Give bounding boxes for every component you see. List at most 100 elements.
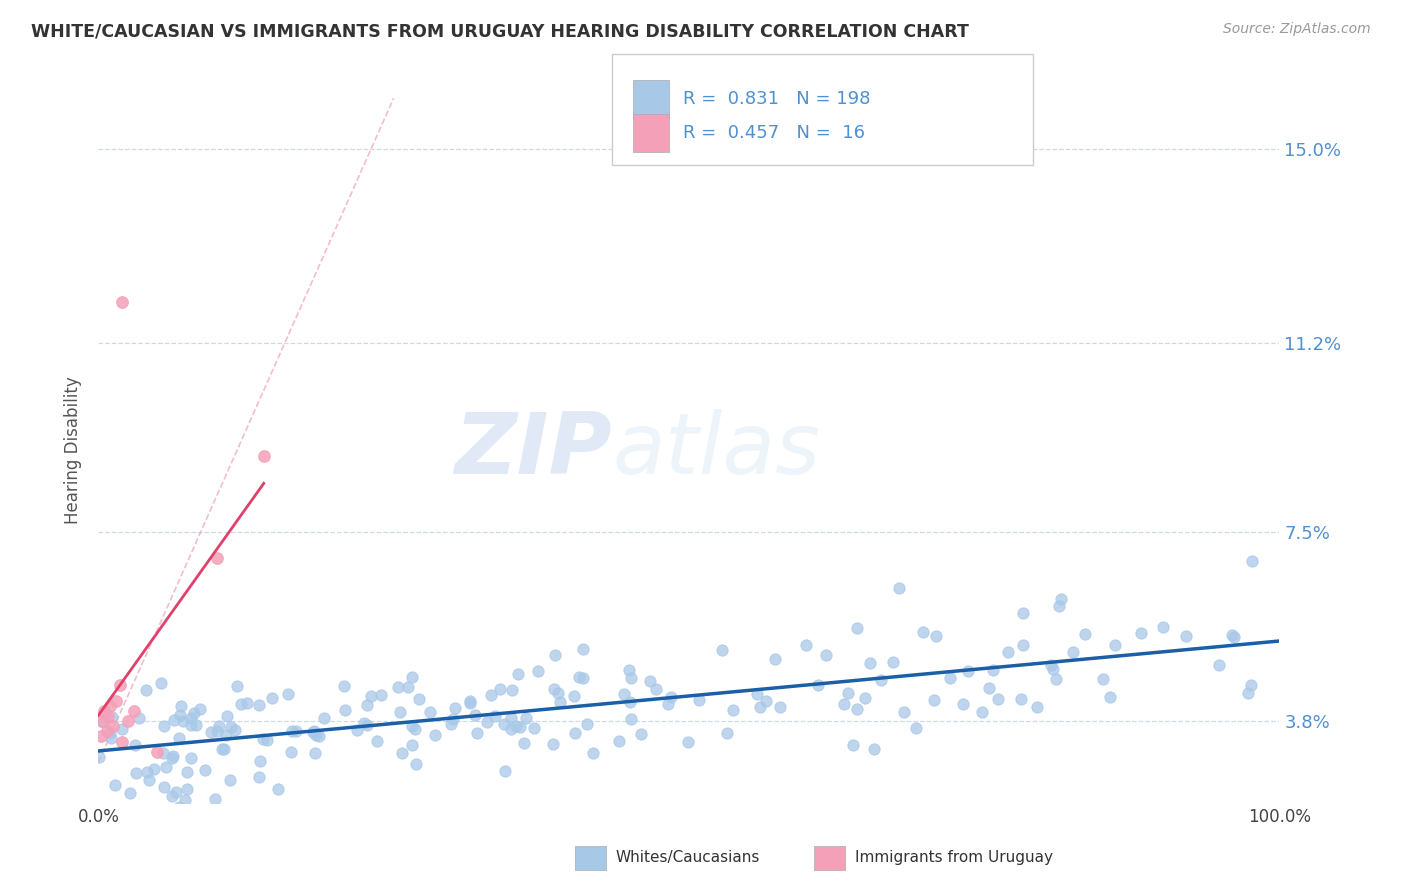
Point xyxy=(769,700,792,714)
Point xyxy=(582,747,605,761)
Point xyxy=(638,673,661,688)
Point xyxy=(499,711,522,725)
Point xyxy=(101,710,124,724)
Point xyxy=(256,732,278,747)
Text: Source: ZipAtlas.com: Source: ZipAtlas.com xyxy=(1223,22,1371,37)
Point xyxy=(108,678,131,692)
Point xyxy=(111,295,134,310)
Point xyxy=(170,699,193,714)
Point xyxy=(1012,639,1035,653)
Point xyxy=(1091,672,1114,686)
Point xyxy=(1130,626,1153,640)
Point xyxy=(388,705,411,719)
Point xyxy=(120,786,142,800)
Point xyxy=(128,711,150,725)
Point xyxy=(100,731,122,745)
Point xyxy=(215,709,238,723)
Point xyxy=(401,719,423,733)
Point xyxy=(501,682,523,697)
Point xyxy=(572,642,595,657)
Point xyxy=(163,714,186,728)
Point xyxy=(165,785,187,799)
Point xyxy=(659,690,682,704)
Point xyxy=(499,722,522,736)
Point xyxy=(180,711,202,725)
Point xyxy=(236,696,259,710)
Point xyxy=(229,697,252,711)
Point xyxy=(465,726,488,740)
Point xyxy=(620,671,643,685)
Point xyxy=(630,727,652,741)
Point xyxy=(302,724,325,739)
Point xyxy=(441,712,464,726)
Point xyxy=(983,663,1005,677)
Point xyxy=(564,726,586,740)
Point xyxy=(911,625,934,640)
Point xyxy=(723,703,745,717)
Point xyxy=(205,550,228,565)
Point xyxy=(204,792,226,806)
Point xyxy=(882,655,904,669)
Point xyxy=(346,723,368,738)
Point xyxy=(506,666,529,681)
Point xyxy=(174,793,197,807)
Point xyxy=(105,694,128,708)
Point xyxy=(657,698,679,712)
Point xyxy=(952,697,974,711)
Point xyxy=(905,721,928,735)
Point xyxy=(1098,690,1121,704)
Point xyxy=(922,693,945,707)
Point xyxy=(494,764,516,779)
Point xyxy=(458,694,481,708)
Point xyxy=(893,705,915,719)
Point xyxy=(807,678,830,692)
Text: WHITE/CAUCASIAN VS IMMIGRANTS FROM URUGUAY HEARING DISABILITY CORRELATION CHART: WHITE/CAUCASIAN VS IMMIGRANTS FROM URUGU… xyxy=(31,22,969,40)
Point xyxy=(1012,606,1035,620)
Point xyxy=(167,731,190,746)
Point xyxy=(208,719,231,733)
Point xyxy=(1042,662,1064,676)
Point xyxy=(267,781,290,796)
Point xyxy=(970,705,993,719)
Point xyxy=(419,705,441,719)
Point xyxy=(212,742,235,756)
Point xyxy=(366,734,388,748)
Point xyxy=(215,728,238,742)
Point xyxy=(97,709,120,723)
Text: ZIP: ZIP xyxy=(454,409,612,492)
Point xyxy=(1074,627,1097,641)
Point xyxy=(122,704,145,718)
Point xyxy=(837,686,859,700)
Point xyxy=(167,800,190,814)
Point xyxy=(541,738,564,752)
Point xyxy=(180,717,202,731)
Point xyxy=(509,720,531,734)
Point xyxy=(98,698,121,713)
Point xyxy=(1220,627,1243,641)
Point xyxy=(172,714,194,729)
Point xyxy=(425,729,447,743)
Point xyxy=(305,728,328,742)
Point xyxy=(183,706,205,720)
Point xyxy=(285,724,308,739)
Point xyxy=(277,687,299,701)
Point xyxy=(889,581,911,595)
Point xyxy=(494,716,516,731)
Point xyxy=(253,449,276,463)
Point xyxy=(547,686,569,700)
Point xyxy=(136,764,159,779)
Point xyxy=(620,711,643,725)
Point xyxy=(176,782,198,797)
Point xyxy=(180,750,202,764)
Point xyxy=(939,671,962,685)
Point xyxy=(93,704,115,718)
Point xyxy=(194,764,217,778)
Point xyxy=(200,724,222,739)
Point xyxy=(391,747,413,761)
Point xyxy=(1240,678,1263,692)
Point xyxy=(143,763,166,777)
Point xyxy=(464,708,486,723)
Point xyxy=(404,722,426,736)
Point xyxy=(249,770,271,784)
Point xyxy=(755,694,778,708)
